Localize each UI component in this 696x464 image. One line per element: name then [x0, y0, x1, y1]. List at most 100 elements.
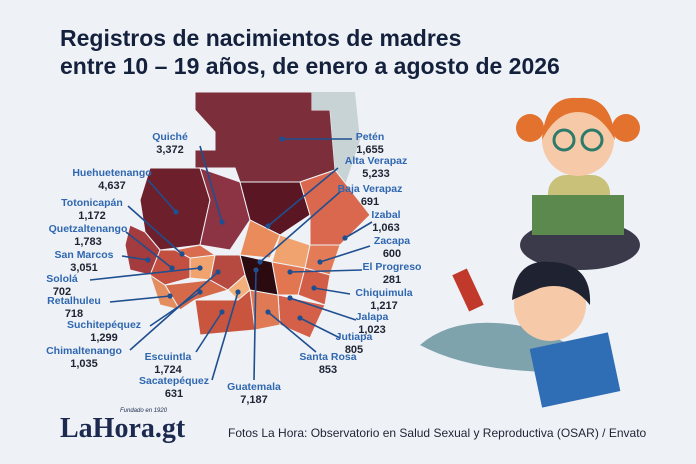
illustration: [420, 97, 640, 408]
leader-line: [147, 179, 177, 213]
department-name: Quetzaltenango: [49, 223, 128, 235]
department-value: 691: [361, 196, 379, 208]
leader-dot: [297, 315, 303, 321]
leader-line: [289, 269, 363, 273]
department-value: 702: [53, 286, 71, 298]
leader-line: [299, 317, 341, 339]
department-value: 1,172: [78, 210, 106, 222]
leader-dot: [265, 223, 271, 229]
leader-dot: [287, 295, 293, 301]
leader-line: [121, 255, 149, 261]
department-name: Suchitepéquez: [67, 319, 141, 331]
department-value: 805: [345, 344, 363, 356]
department-name: Alta Verapaz: [345, 155, 407, 167]
region-escuintla: [194, 289, 256, 336]
title-line: entre 10 – 19 años, de enero a agosto de…: [60, 53, 560, 79]
region-alta-verapaz: [239, 181, 311, 236]
leader-line: [195, 311, 223, 353]
department-value: 600: [383, 248, 401, 260]
department-name: Sacatepéquez: [139, 375, 209, 387]
leader-dot: [253, 267, 259, 273]
leader-dot: [173, 209, 179, 215]
leader-dot: [145, 257, 151, 263]
leader-dot: [287, 269, 293, 275]
department-name: Retalhuleu: [47, 295, 101, 307]
leader-dot: [311, 285, 317, 291]
department-name: Zacapa: [374, 235, 410, 247]
department-name: Chiquimula: [355, 287, 412, 299]
region-huehuetenango: [139, 167, 211, 251]
logo-tagline: Fundado en 1920: [120, 408, 168, 414]
department-value: 3,051: [70, 262, 98, 274]
leader-dot: [197, 289, 203, 295]
leader-dot: [219, 309, 225, 315]
department-value: 7,187: [240, 394, 268, 406]
leader-line: [89, 267, 201, 281]
leader-line: [125, 231, 173, 269]
leader-dot: [257, 259, 263, 265]
department-value: 1,655: [356, 144, 384, 156]
department-name: El Progreso: [363, 261, 422, 273]
leader-line: [267, 167, 339, 227]
department-value: 1,724: [154, 364, 182, 376]
leader-line: [199, 145, 223, 223]
department-name: Jutiapa: [336, 331, 373, 343]
department-name: Huehuetenango: [72, 167, 151, 179]
department-value: 1,023: [358, 324, 386, 336]
leader-dot: [197, 265, 203, 271]
department-name: Jalapa: [356, 311, 389, 323]
title-line: Registros de nacimientos de madres: [60, 25, 461, 51]
leader-line: [149, 291, 201, 327]
department-name: Sololá: [46, 273, 78, 285]
department-name: Escuintla: [145, 351, 192, 363]
department-value: 1,063: [372, 222, 400, 234]
leader-dot: [235, 289, 241, 295]
department-value: 718: [65, 308, 83, 320]
department-name: Izabal: [371, 209, 400, 221]
leader-dot: [265, 309, 271, 315]
department-value: 3,372: [156, 144, 184, 156]
department-value: 4,637: [98, 180, 126, 192]
department-name: Guatemala: [227, 381, 281, 393]
department-value: 5,233: [362, 168, 390, 180]
leader-line: [313, 287, 351, 295]
leader-line: [259, 191, 341, 263]
leader-line: [289, 297, 357, 321]
leader-line: [127, 205, 183, 255]
leader-line: [319, 245, 371, 263]
leader-dot: [179, 251, 185, 257]
department-value: 631: [165, 388, 183, 400]
department-name: Quiché: [152, 131, 188, 143]
region-belize: [312, 92, 360, 215]
department-name: Petén: [356, 131, 385, 143]
leader-line: [253, 269, 257, 381]
department-value: 1,299: [90, 332, 118, 344]
region-baja-verapaz: [239, 219, 281, 259]
department-name: Chimaltenango: [46, 345, 122, 357]
leader-line: [267, 311, 317, 353]
department-value: 1,035: [70, 358, 98, 370]
credit: Fotos La Hora: Observatorio en Salud Sex…: [228, 426, 647, 440]
leader-dot: [219, 219, 225, 225]
leader-dot: [317, 259, 323, 265]
leader-line: [344, 221, 373, 239]
leader-line: [211, 291, 239, 381]
department-name: San Marcos: [55, 249, 114, 261]
leader-dot: [169, 265, 175, 271]
department-name: Baja Verapaz: [338, 183, 403, 195]
logo: LaHora.gt: [60, 413, 186, 444]
leader-dot: [342, 235, 348, 241]
leader-line: [129, 271, 219, 351]
leader-dot: [279, 136, 285, 142]
leader-dot: [215, 269, 221, 275]
department-name: Santa Rosa: [299, 351, 356, 363]
department-name: Totonicapán: [61, 197, 123, 209]
department-value: 281: [383, 274, 401, 286]
leader-line: [109, 295, 171, 303]
department-value: 1,783: [74, 236, 102, 248]
leader-dot: [167, 293, 173, 299]
department-value: 1,217: [370, 300, 398, 312]
department-value: 853: [319, 364, 337, 376]
